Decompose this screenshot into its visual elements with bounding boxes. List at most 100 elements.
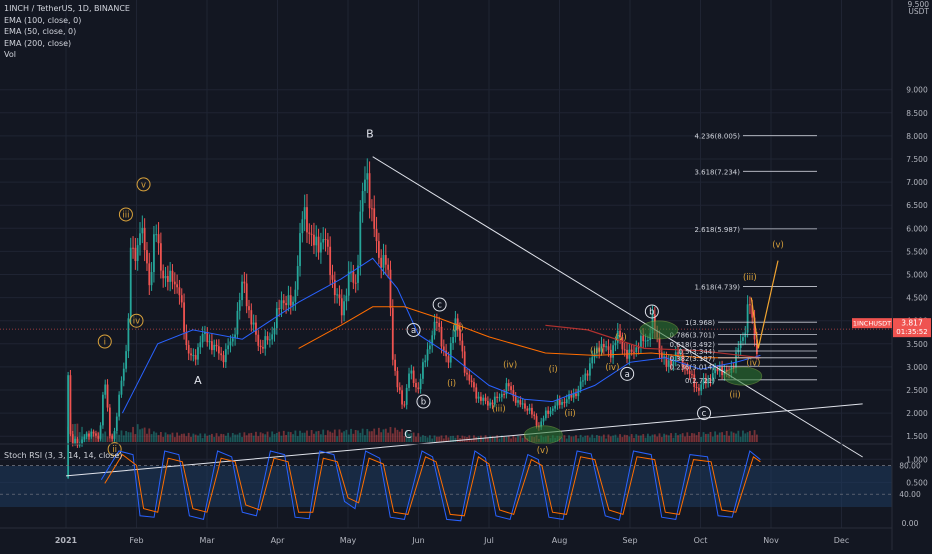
- volume-bar: [252, 435, 255, 442]
- volume-bar: [336, 436, 339, 442]
- volume-bar: [470, 438, 473, 442]
- candle-body: [584, 373, 587, 381]
- candle-body: [586, 373, 589, 376]
- wave-label: A: [194, 374, 202, 387]
- candle-body: [524, 403, 526, 409]
- wave-label: (iii): [492, 404, 506, 414]
- volume-bar: [271, 431, 274, 442]
- volume-bar: [141, 428, 144, 442]
- candle-body: [442, 346, 445, 351]
- price-tick: 6.000: [906, 224, 928, 233]
- fib-label: 1.618(4.739): [694, 284, 740, 292]
- volume-bar: [565, 438, 568, 442]
- volume-bar: [326, 430, 329, 442]
- trendline: [65, 403, 863, 477]
- price-tag-bg: [893, 318, 931, 338]
- ema-100-line: [298, 306, 761, 359]
- indicator-ema-50[interactable]: EMA (50, close, 0): [4, 27, 77, 36]
- volume-bar: [81, 426, 83, 442]
- trendlines: [65, 156, 863, 477]
- candle-body: [512, 390, 515, 397]
- candle-body: [241, 281, 243, 301]
- candle-body: [709, 378, 712, 381]
- candle-body: [331, 275, 334, 280]
- volume-bar: [292, 434, 294, 442]
- volume-bar: [507, 435, 510, 442]
- volume-bar: [396, 429, 399, 442]
- volume-bar: [593, 437, 596, 442]
- candle-body: [589, 363, 591, 376]
- candle-body: [496, 396, 499, 399]
- time-tick: Dec: [834, 536, 849, 545]
- time-tick: Feb: [129, 536, 143, 545]
- volume-bar: [415, 436, 417, 442]
- candle-body: [447, 356, 450, 363]
- volume-bar: [686, 432, 689, 442]
- candle-body: [577, 389, 580, 397]
- symbol-title[interactable]: 1INCH / TetherUS, 1D, BINANCE: [4, 4, 130, 13]
- candle-body: [449, 343, 452, 363]
- candle-body: [120, 380, 123, 395]
- candle-body: [510, 386, 512, 391]
- candle-body: [646, 340, 649, 342]
- volume-bar: [524, 435, 526, 442]
- candle-body: [180, 295, 183, 303]
- wave-label: (v): [537, 446, 549, 456]
- volume-bar: [468, 435, 471, 442]
- candle-body: [640, 335, 642, 348]
- wave-label: (iii): [743, 273, 757, 283]
- candle-body: [85, 433, 88, 437]
- volume-bar: [496, 435, 499, 442]
- volume-bar: [317, 430, 320, 442]
- time-tick: May: [340, 536, 357, 545]
- ema-50-line: [121, 257, 761, 414]
- volume-bar: [417, 433, 420, 442]
- volume-bar: [405, 430, 408, 442]
- indicator-ema-200[interactable]: EMA (200, close): [4, 38, 72, 48]
- time-tick: Jul: [483, 536, 494, 545]
- volume-bar: [626, 435, 628, 442]
- candle-body: [486, 401, 489, 406]
- candle-body: [403, 404, 406, 406]
- volume-bar: [412, 432, 415, 442]
- candle-body: [470, 380, 473, 383]
- candle-body: [296, 266, 299, 290]
- volume-bar: [227, 432, 230, 442]
- volume-bar: [475, 437, 478, 442]
- volume-bar: [366, 428, 369, 442]
- volume-bar: [651, 434, 654, 442]
- candle-body: [322, 239, 325, 243]
- time-tick: Aug: [552, 536, 568, 545]
- candle-body: [445, 350, 448, 357]
- volume-bar: [162, 436, 165, 442]
- indicator-ema-100[interactable]: EMA (100, close, 0): [4, 15, 82, 25]
- candle-body: [670, 360, 672, 366]
- candle-body: [755, 339, 758, 354]
- candle-body: [542, 418, 545, 422]
- candle-body: [684, 367, 686, 369]
- candle-body: [749, 304, 751, 306]
- candle-body: [81, 439, 83, 445]
- indicator-volume[interactable]: Vol: [4, 50, 16, 59]
- stoch-rsi-label[interactable]: Stoch RSI (3, 3, 14, 14, close): [4, 451, 123, 460]
- volume-bar: [206, 435, 209, 442]
- volume-bar: [725, 430, 728, 442]
- candle-body: [236, 310, 239, 335]
- volume-bar: [595, 434, 598, 442]
- volume-bar: [280, 435, 283, 442]
- volume-bar: [716, 434, 719, 442]
- candle-body: [215, 344, 218, 347]
- volume-bar: [510, 438, 512, 442]
- volume-bar: [268, 437, 271, 442]
- time-tick: Oct: [694, 536, 708, 545]
- candle-body: [665, 356, 668, 367]
- volume-bar: [737, 430, 740, 442]
- volume-bar: [742, 430, 744, 442]
- volume-bar: [375, 434, 378, 442]
- price-tick: 5.500: [906, 247, 928, 256]
- stoch-rsi: [0, 450, 892, 522]
- candle-body: [491, 402, 494, 405]
